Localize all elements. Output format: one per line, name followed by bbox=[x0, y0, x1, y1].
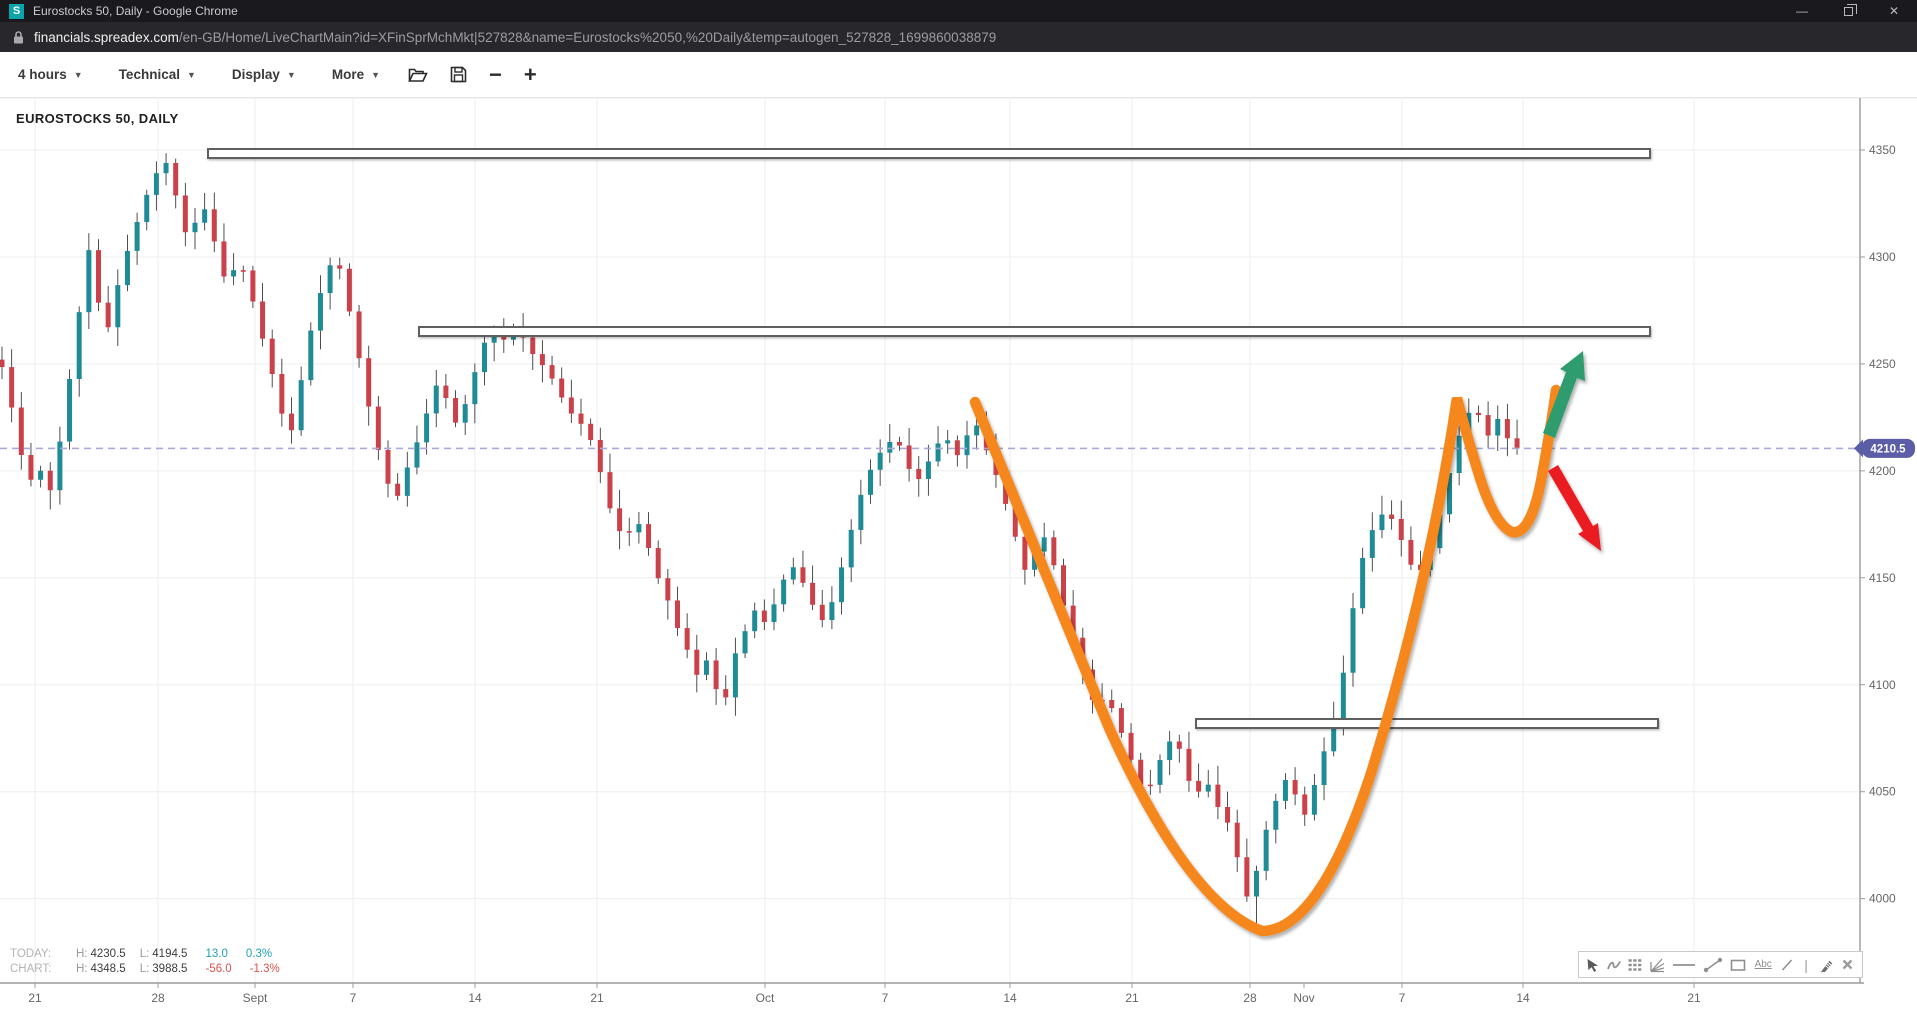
timeframe-dropdown[interactable]: 4 hours ▼ bbox=[18, 67, 83, 82]
minimize-button[interactable]: — bbox=[1796, 4, 1808, 18]
today-stats-row: TODAY: H: 4230.5 L: 4194.5 13.0 0.3% bbox=[10, 947, 273, 960]
svg-text:21: 21 bbox=[1687, 991, 1701, 1005]
today-change-pct: 0.3% bbox=[245, 947, 273, 960]
chart-instrument-title: EUROSTOCKS 50, DAILY bbox=[16, 111, 179, 126]
lock-icon bbox=[14, 30, 23, 43]
svg-text:Nov: Nov bbox=[1293, 991, 1314, 1005]
open-folder-button[interactable] bbox=[408, 67, 428, 83]
trend-line-icon[interactable] bbox=[1702, 956, 1724, 974]
zoom-in-button[interactable]: + bbox=[523, 61, 537, 87]
svg-text:7: 7 bbox=[1399, 991, 1406, 1005]
marker-pen-icon[interactable] bbox=[1817, 956, 1835, 974]
address-text[interactable]: financials.spreadex.com/en-GB/Home/LiveC… bbox=[34, 30, 996, 45]
chart-change: -56.0 bbox=[205, 962, 232, 975]
today-low: 4194.5 bbox=[152, 947, 188, 960]
window-title: Eurostocks 50, Daily - Google Chrome bbox=[33, 4, 238, 18]
delete-x-icon[interactable] bbox=[1840, 956, 1856, 974]
session-stats: TODAY: H: 4230.5 L: 4194.5 13.0 0.3% CHA… bbox=[10, 946, 280, 976]
zoom-out-button[interactable]: − bbox=[489, 61, 502, 87]
svg-text:21: 21 bbox=[28, 991, 42, 1005]
chart-change-pct: -1.3% bbox=[249, 962, 280, 975]
restore-button[interactable] bbox=[1825, 0, 1871, 22]
svg-text:14: 14 bbox=[1516, 991, 1530, 1005]
svg-text:14: 14 bbox=[468, 991, 482, 1005]
fan-lines-icon[interactable] bbox=[1649, 956, 1666, 974]
svg-text:4200: 4200 bbox=[1869, 464, 1896, 478]
svg-text:4300: 4300 bbox=[1869, 250, 1896, 264]
svg-text:Sept: Sept bbox=[243, 991, 268, 1005]
svg-text:28: 28 bbox=[151, 991, 165, 1005]
bearish-arrow-annotation bbox=[1548, 465, 1601, 551]
more-dropdown[interactable]: More ▼ bbox=[331, 67, 381, 82]
url-bar[interactable]: financials.spreadex.com/en-GB/Home/LiveC… bbox=[0, 22, 1917, 52]
svg-text:21: 21 bbox=[1125, 991, 1139, 1005]
url-domain: financials.spreadex.com bbox=[34, 29, 179, 45]
chart-high: 4348.5 bbox=[90, 962, 126, 975]
horizontal-line-icon[interactable] bbox=[1671, 956, 1697, 974]
chart-stats-row: CHART: H: 4348.5 L: 3988.5 -56.0 -1.3% bbox=[10, 962, 280, 975]
save-button[interactable] bbox=[450, 66, 467, 83]
save-icon bbox=[450, 66, 467, 83]
display-dropdown[interactable]: Display ▼ bbox=[231, 67, 296, 82]
svg-text:4210.5: 4210.5 bbox=[1870, 443, 1906, 455]
text-abc-icon[interactable]: Abc bbox=[1754, 959, 1772, 970]
chevron-down-icon: ▼ bbox=[186, 69, 196, 80]
svg-text:4050: 4050 bbox=[1869, 785, 1896, 799]
url-path: /en-GB/Home/LiveChartMain?id=XFinSprMchM… bbox=[178, 29, 997, 45]
today-change: 13.0 bbox=[205, 947, 228, 960]
pointer-icon[interactable] bbox=[1585, 956, 1601, 974]
svg-text:4350: 4350 bbox=[1869, 143, 1896, 157]
drawing-toolbar: Abc | bbox=[1578, 951, 1863, 978]
svg-text:4100: 4100 bbox=[1869, 678, 1896, 692]
restore-icon bbox=[1843, 3, 1857, 16]
svg-text:7: 7 bbox=[350, 991, 357, 1005]
cup-and-handle-annotation bbox=[969, 384, 1562, 937]
svg-text:21: 21 bbox=[590, 991, 604, 1005]
svg-text:14: 14 bbox=[1003, 991, 1017, 1005]
chevron-down-icon: ▼ bbox=[73, 69, 83, 80]
diagonal-line-icon[interactable] bbox=[1779, 956, 1795, 974]
window-titlebar: S Eurostocks 50, Daily - Google Chrome —… bbox=[0, 0, 1917, 22]
toolbar-separator: | bbox=[1804, 956, 1808, 973]
spreadex-favicon: S bbox=[9, 3, 24, 19]
fib-grid-icon[interactable] bbox=[1627, 956, 1644, 974]
close-button[interactable]: ✕ bbox=[1888, 4, 1900, 18]
svg-text:4150: 4150 bbox=[1869, 571, 1896, 585]
chevron-down-icon: ▼ bbox=[286, 69, 296, 80]
svg-text:4250: 4250 bbox=[1869, 357, 1896, 371]
technical-dropdown[interactable]: Technical ▼ bbox=[118, 67, 196, 82]
chart-low: 3988.5 bbox=[152, 962, 188, 975]
svg-text:7: 7 bbox=[882, 991, 889, 1005]
today-high: 4230.5 bbox=[90, 947, 126, 960]
bullish-arrow-annotation bbox=[1543, 351, 1585, 438]
rectangle-icon[interactable] bbox=[1729, 956, 1747, 974]
svg-text:4000: 4000 bbox=[1869, 892, 1896, 906]
open-folder-icon bbox=[408, 68, 428, 82]
freehand-curve-icon[interactable] bbox=[1606, 956, 1622, 974]
chevron-down-icon: ▼ bbox=[371, 69, 381, 80]
svg-text:28: 28 bbox=[1243, 991, 1257, 1005]
svg-text:Oct: Oct bbox=[756, 991, 775, 1005]
